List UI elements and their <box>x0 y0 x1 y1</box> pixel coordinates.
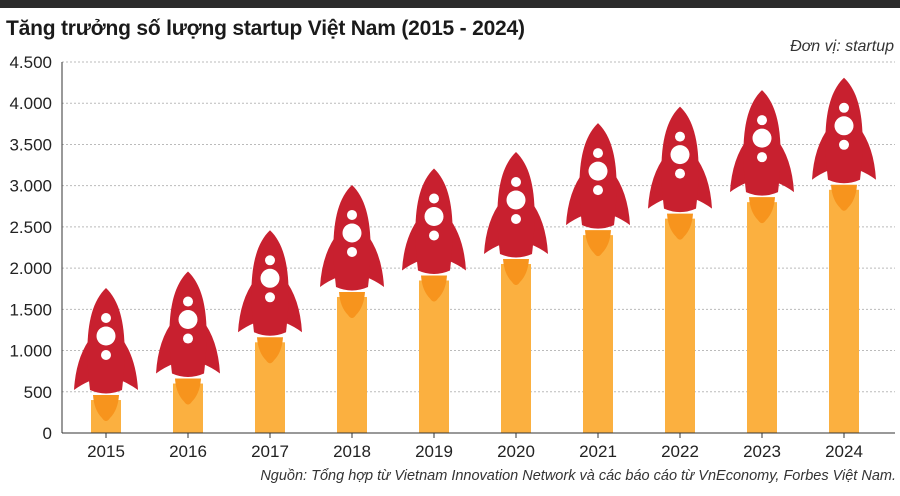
rocket-icon <box>484 151 548 285</box>
y-tick-label: 0 <box>43 424 52 443</box>
rocket-window <box>183 333 193 344</box>
rocket-flame <box>749 197 775 224</box>
rocket-window <box>347 209 357 220</box>
rocket-window <box>429 230 439 241</box>
bar <box>583 235 613 433</box>
rocket-icon <box>730 90 794 224</box>
rocket-window <box>101 350 111 361</box>
rocket-window <box>675 168 685 179</box>
chart-title: Tăng trưởng số lượng startup Việt Nam (2… <box>6 17 525 40</box>
rocket-window <box>757 152 767 163</box>
rocket-window <box>675 131 685 142</box>
y-tick-label: 3.500 <box>9 135 52 154</box>
x-tick-label: 2015 <box>87 442 125 461</box>
bar <box>501 263 531 433</box>
rocket-window <box>429 193 439 204</box>
rocket-flame <box>831 184 857 211</box>
rocket-window <box>511 176 521 187</box>
rocket-icon <box>156 271 220 405</box>
rocket-icon <box>74 288 138 422</box>
y-tick-label: 1.500 <box>9 300 52 319</box>
x-tick-label: 2017 <box>251 442 289 461</box>
rocket-window <box>260 268 280 288</box>
x-tick-label: 2018 <box>333 442 371 461</box>
rocket-window <box>670 145 690 165</box>
rocket-flame <box>585 230 611 257</box>
rocket-window <box>265 292 275 303</box>
rocket-window <box>839 102 849 113</box>
top-bar <box>0 0 900 8</box>
bar <box>419 280 449 433</box>
bar <box>829 189 859 433</box>
x-tick-label: 2021 <box>579 442 617 461</box>
source-note: Nguồn: Tổng hợp từ Vietnam Innovation Ne… <box>260 468 896 484</box>
unit-label: Đơn vị: startup <box>790 38 894 55</box>
rocket-window <box>96 326 116 346</box>
x-tick-label: 2016 <box>169 442 207 461</box>
rocket-window <box>178 310 198 330</box>
rocket-flame <box>175 378 201 405</box>
rocket-window <box>593 148 603 159</box>
rocket-flame <box>667 213 693 240</box>
x-tick-label: 2024 <box>825 442 863 461</box>
x-tick-label: 2022 <box>661 442 699 461</box>
rocket-window <box>752 128 772 148</box>
y-tick-label: 2.000 <box>9 259 52 278</box>
rocket-window <box>588 161 608 181</box>
rocket-flame <box>257 337 283 364</box>
y-tick-label: 500 <box>24 383 52 402</box>
rocket-window <box>101 313 111 324</box>
rocket-window <box>593 185 603 196</box>
rocket-window <box>183 296 193 307</box>
y-tick-label: 4.000 <box>9 94 52 113</box>
rocket-window <box>511 213 521 224</box>
rocket-icon <box>320 184 384 318</box>
rocket-window <box>839 139 849 150</box>
rocket-icon <box>566 123 630 257</box>
rocket-icon <box>402 168 466 302</box>
rocket-window <box>757 115 767 126</box>
rocket-icon <box>648 106 712 240</box>
y-tick-label: 1.000 <box>9 342 52 361</box>
rocket-window <box>506 190 526 210</box>
x-tick-label: 2019 <box>415 442 453 461</box>
rocket-window <box>834 116 854 136</box>
rocket-window <box>265 255 275 266</box>
rocket-flame <box>339 291 365 318</box>
y-tick-label: 3.000 <box>9 177 52 196</box>
bar <box>337 296 367 433</box>
rocket-flame <box>503 258 529 285</box>
rocket-window <box>424 206 444 226</box>
rocket-flame <box>421 275 447 302</box>
rocket-flame <box>93 395 119 422</box>
rocket-window <box>347 246 357 257</box>
y-tick-label: 2.500 <box>9 218 52 237</box>
bar <box>747 202 777 433</box>
x-tick-label: 2020 <box>497 442 535 461</box>
rocket-icon <box>238 230 302 364</box>
y-tick-label: 4.500 <box>9 53 52 72</box>
bar <box>665 218 695 433</box>
x-tick-label: 2023 <box>743 442 781 461</box>
rocket-icon <box>812 77 876 211</box>
rocket-window <box>342 223 362 243</box>
